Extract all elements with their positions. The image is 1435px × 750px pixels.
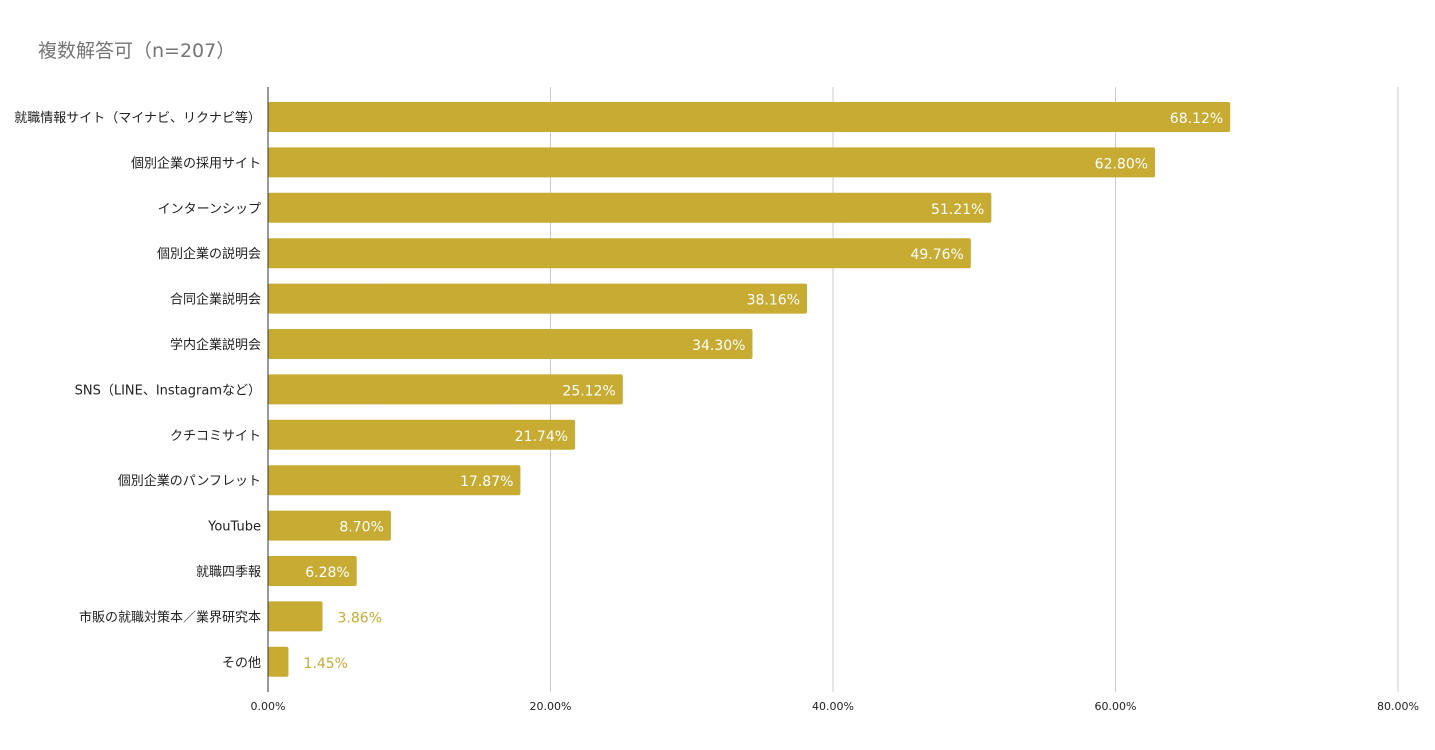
bar	[268, 283, 808, 314]
category-label: 個別企業の説明会	[157, 246, 261, 262]
chart-title: 複数解答可（n=207）	[38, 40, 236, 62]
x-tick-label: 0.00%	[251, 700, 286, 713]
value-label: 51.21%	[931, 202, 984, 218]
category-label: SNS（LINE、Instagramなど）	[75, 383, 261, 398]
category-label: 就職情報サイト（マイナビ、リクナビ等）	[14, 110, 261, 126]
bar	[268, 646, 289, 677]
value-label: 1.45%	[303, 656, 347, 672]
value-label: 62.80%	[1095, 156, 1148, 172]
category-label: 学内企業説明会	[170, 337, 261, 353]
category-label: 就職四季報	[196, 565, 261, 580]
value-label: 49.76%	[910, 247, 963, 263]
bar	[268, 374, 623, 405]
value-label: 68.12%	[1170, 111, 1223, 127]
value-label: 8.70%	[339, 520, 383, 536]
x-tick-label: 20.00%	[530, 700, 572, 713]
x-tick-label: 40.00%	[812, 700, 854, 713]
category-label: 個別企業のパンフレット	[118, 473, 261, 489]
category-label: YouTube	[207, 520, 261, 535]
bar	[268, 192, 992, 223]
bar	[268, 238, 971, 269]
x-tick-label: 60.00%	[1095, 700, 1137, 713]
bar	[268, 102, 1231, 132]
value-label: 34.30%	[692, 338, 745, 354]
category-label: 合同企業説明会	[170, 292, 261, 308]
value-labels: 68.12% 62.80% 51.21% 49.76% 38.16% 34.30% 25.1…	[303, 111, 1223, 672]
bar	[268, 329, 753, 359]
bar	[268, 147, 1156, 178]
bars	[268, 102, 1231, 677]
value-label: 25.12%	[562, 383, 615, 399]
category-label: クチコミサイト	[170, 429, 261, 444]
value-label: 38.16%	[747, 293, 800, 309]
bar	[268, 419, 576, 450]
bar	[268, 465, 521, 496]
value-label: 3.86%	[338, 610, 382, 626]
category-label: 市販の就職対策本／業界研究本	[79, 609, 261, 625]
value-label: 6.28%	[305, 565, 349, 581]
category-label: その他	[222, 656, 261, 671]
value-label: 17.87%	[460, 474, 513, 490]
value-label: 21.74%	[515, 429, 568, 445]
grid-lines	[550, 87, 1399, 692]
x-tick-label: 80.00%	[1377, 700, 1419, 713]
bar	[268, 601, 323, 632]
category-label: 個別企業の採用サイト	[131, 155, 261, 171]
category-label: インターンシップ	[158, 202, 261, 217]
bar	[268, 510, 391, 541]
x-tick-labels: 0.00% 20.00% 40.00% 60.00% 80.00%	[251, 700, 1419, 713]
category-labels: 就職情報サイト（マイナビ、リクナビ等）個別企業の採用サイトインターンシップ個別企…	[14, 110, 261, 671]
bar	[268, 556, 357, 586]
